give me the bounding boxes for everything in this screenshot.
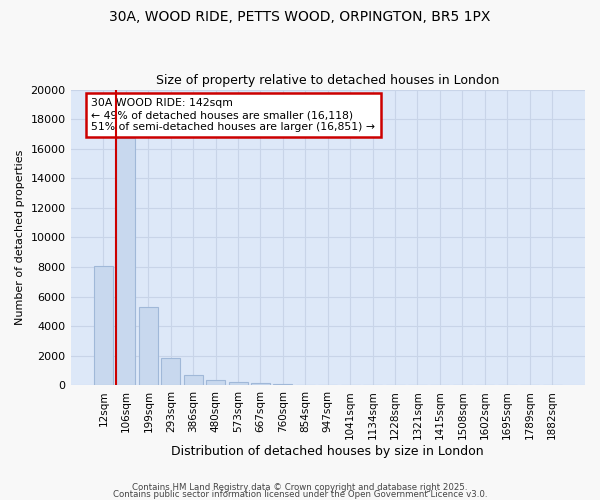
Bar (94, 266, 113, 386)
Text: Contains HM Land Registry data © Crown copyright and database right 2025.: Contains HM Land Registry data © Crown c… (132, 484, 468, 492)
Bar (161, 358, 180, 386)
Title: Size of property relative to detached houses in London: Size of property relative to detached ho… (156, 74, 499, 87)
Text: Contains public sector information licensed under the Open Government Licence v3: Contains public sector information licen… (113, 490, 487, 499)
Bar (251, 384, 270, 386)
Bar (229, 382, 248, 386)
Text: 30A, WOOD RIDE, PETTS WOOD, ORPINGTON, BR5 1PX: 30A, WOOD RIDE, PETTS WOOD, ORPINGTON, B… (109, 10, 491, 24)
Bar (116, 138, 136, 386)
X-axis label: Distribution of detached houses by size in London: Distribution of detached houses by size … (172, 444, 484, 458)
Bar (139, 307, 158, 386)
Bar (184, 375, 203, 386)
Bar (274, 384, 292, 386)
Y-axis label: Number of detached properties: Number of detached properties (15, 150, 25, 325)
Bar (206, 380, 225, 386)
Text: 30A WOOD RIDE: 142sqm
← 49% of detached houses are smaller (16,118)
51% of semi-: 30A WOOD RIDE: 142sqm ← 49% of detached … (91, 98, 375, 132)
